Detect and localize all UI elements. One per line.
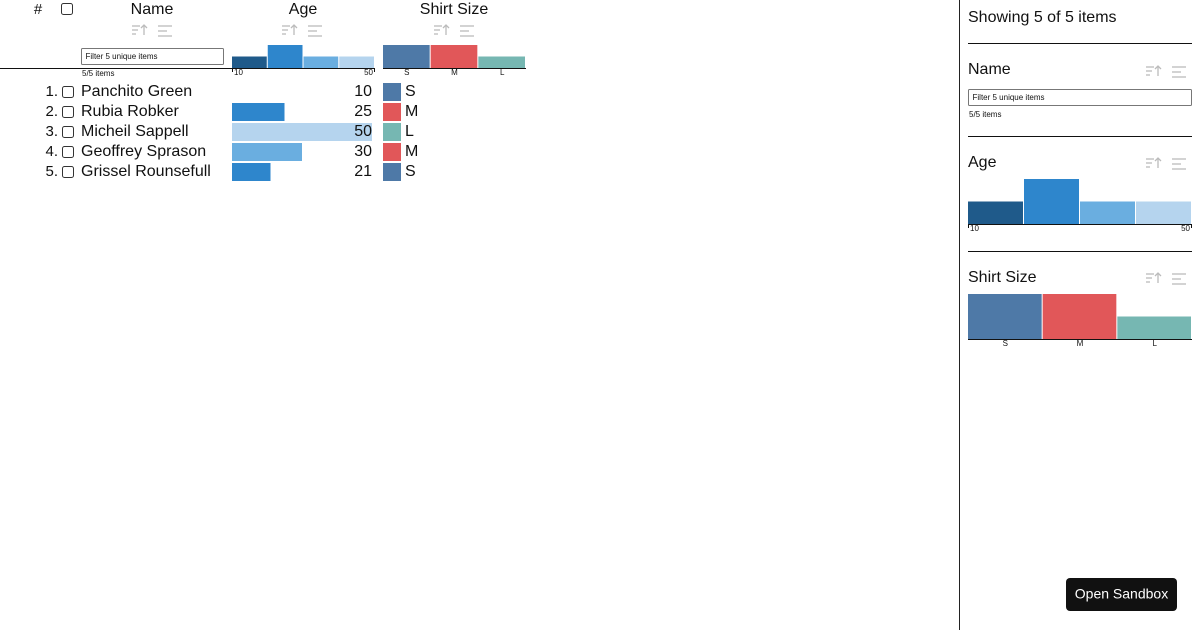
shirt-value: M (405, 103, 418, 120)
checkbox[interactable] (62, 166, 74, 178)
shirt-value: L (405, 123, 414, 140)
sort-icon[interactable] (1154, 272, 1162, 277)
filter-placeholder: Filter 5 unique items (973, 93, 1045, 102)
shirt-swatch (383, 143, 401, 161)
domain-label: 50 (364, 68, 373, 77)
histogram-bar (968, 294, 1042, 339)
shirt-swatch (383, 163, 401, 181)
filter-count: 5/5 items (82, 69, 114, 78)
histogram-label: S (1003, 339, 1008, 348)
row-index: 4. (45, 143, 58, 160)
filter-input[interactable] (968, 89, 1192, 106)
row-index: 1. (45, 83, 58, 100)
column-header: Shirt Size (420, 1, 489, 18)
sort-icon[interactable] (442, 24, 450, 29)
checkbox[interactable] (62, 86, 74, 98)
histogram-bar (383, 45, 430, 68)
filter-placeholder: Filter 5 unique items (86, 52, 158, 61)
histogram-bar (1042, 294, 1117, 339)
age-bar (232, 143, 302, 161)
sandbox-button-label: Open Sandbox (1075, 586, 1168, 602)
row-index: 5. (45, 163, 58, 180)
summary: Showing 5 of 5 items (968, 9, 1117, 26)
row-name: Geoffrey Sprason (81, 143, 206, 160)
shirt-swatch (383, 103, 401, 121)
shirt-swatch (383, 123, 401, 141)
histogram-label: L (1152, 339, 1157, 348)
section-title: Age (968, 154, 997, 171)
age-value: 30 (354, 143, 372, 160)
filter-input[interactable] (81, 48, 224, 65)
sort-icon[interactable] (1154, 157, 1162, 162)
histogram-label: M (1077, 339, 1084, 348)
histogram-label: S (404, 68, 409, 77)
histogram-bar (1117, 316, 1191, 339)
domain-label: 50 (1181, 224, 1190, 233)
shirt-value: S (405, 163, 416, 180)
row-name: Panchito Green (81, 83, 192, 100)
age-bar (232, 103, 285, 121)
histogram-bar (1136, 201, 1191, 224)
row-name: Micheil Sappell (81, 123, 189, 140)
age-value: 21 (354, 163, 372, 180)
age-value: 50 (354, 123, 372, 140)
column-header: Name (131, 1, 174, 18)
histogram-bar (478, 56, 525, 68)
histogram-bar (267, 45, 303, 68)
histogram-bar (968, 201, 1023, 224)
histogram-bar (339, 56, 374, 68)
age-bar (232, 123, 372, 141)
sandbox-button[interactable] (1066, 578, 1177, 611)
sort-icon[interactable] (140, 24, 148, 29)
section-title: Name (968, 61, 1011, 78)
section-title: Shirt Size (968, 269, 1037, 286)
column-header: Age (289, 1, 318, 18)
sort-icon[interactable] (1154, 65, 1162, 70)
shirt-value: M (405, 143, 418, 160)
checkbox[interactable] (62, 106, 74, 118)
filter-count: 5/5 items (969, 110, 1001, 119)
age-value: 10 (354, 83, 372, 100)
row-index: 3. (45, 123, 58, 140)
shirt-value: S (405, 83, 416, 100)
age-bar (232, 163, 271, 181)
row-name: Grissel Rounsefull (81, 163, 211, 180)
checkbox[interactable] (62, 146, 74, 158)
histogram-label: L (500, 68, 505, 77)
histogram-bar (303, 56, 339, 68)
histogram-bar (1080, 201, 1135, 224)
domain-label: 10 (234, 68, 243, 77)
histogram-bar (1024, 179, 1079, 224)
row-index: 2. (45, 103, 58, 120)
checkbox[interactable] (62, 126, 74, 138)
shirt-swatch (383, 83, 401, 101)
histogram-bar (430, 45, 478, 68)
row-name: Rubia Robker (81, 103, 180, 120)
age-value: 25 (354, 103, 372, 120)
histogram-bar (232, 56, 267, 68)
checkbox[interactable] (61, 3, 73, 15)
column-header: # (34, 1, 43, 18)
domain-label: 10 (970, 224, 979, 233)
sort-icon[interactable] (290, 24, 298, 29)
histogram-label: M (451, 68, 458, 77)
